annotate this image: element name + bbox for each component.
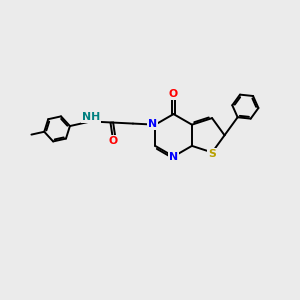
Text: NH: NH — [82, 112, 100, 122]
Text: O: O — [108, 136, 118, 146]
Text: S: S — [208, 148, 216, 159]
Text: O: O — [169, 89, 178, 99]
Text: N: N — [148, 119, 158, 129]
Text: N: N — [169, 152, 178, 162]
